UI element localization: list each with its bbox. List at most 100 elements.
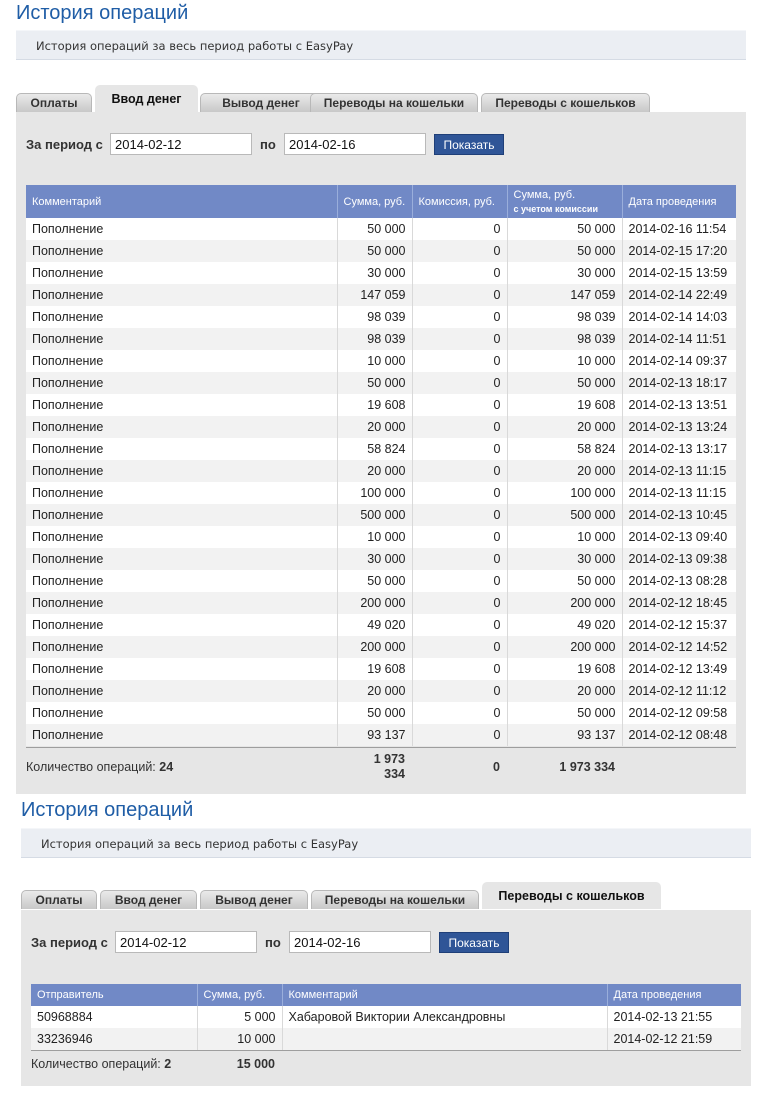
cell-commission: 0	[412, 570, 508, 592]
col-sender[interactable]: Отправитель	[31, 984, 198, 1006]
col-comment-2[interactable]: Комментарий	[282, 984, 608, 1006]
cell-amount-with-commission: 20 000	[507, 680, 623, 702]
table-row: Пополнение 20 000 0 20 000 2014-02-13 11:15	[26, 460, 736, 482]
cell-date: 2014-02-12 21:59	[607, 1028, 741, 1050]
col-amount-with-commission-label: Сумма, руб.	[513, 188, 576, 201]
cell-amount: 93 137	[337, 724, 413, 746]
cell-date: 2014-02-13 13:51	[622, 394, 736, 416]
cell-amount-with-commission: 10 000	[507, 526, 623, 548]
cell-date: 2014-02-12 09:58	[622, 702, 736, 724]
period-from-label-2: За период с	[31, 935, 108, 950]
col-comment[interactable]: Комментарий	[26, 185, 338, 218]
period-from-input[interactable]	[110, 133, 252, 155]
cell-comment: Пополнение	[26, 680, 338, 702]
tab-payments-2[interactable]: Оплаты	[21, 890, 97, 909]
cell-amount: 5 000	[197, 1006, 283, 1028]
table-header-2: Отправитель Сумма, руб. Комментарий Дата…	[31, 984, 741, 1006]
col-amount-2[interactable]: Сумма, руб.	[197, 984, 283, 1006]
operations-count: Количество операций: 24	[26, 760, 173, 774]
table-row: Пополнение 10 000 0 10 000 2014-02-14 09:37	[26, 350, 736, 372]
cell-amount-with-commission: 20 000	[507, 416, 623, 438]
table-row: Пополнение 30 000 0 30 000 2014-02-13 09:38	[26, 548, 736, 570]
total-amount-line1: 1 973	[373, 752, 405, 766]
table-row: Пополнение 50 000 0 50 000 2014-02-15 17:20	[26, 240, 736, 262]
cell-amount-with-commission: 50 000	[507, 702, 623, 724]
cell-amount-with-commission: 200 000	[507, 592, 623, 614]
cell-commission: 0	[412, 702, 508, 724]
tab-transfers-to-wallets[interactable]: Переводы на кошельки	[310, 93, 478, 112]
col-date[interactable]: Дата проведения	[622, 185, 736, 218]
tab-transfers-from-wallets-2[interactable]: Переводы с кошельков	[482, 882, 661, 909]
table-row: Пополнение 50 000 0 50 000 2014-02-12 09:58	[26, 702, 736, 724]
period-to-label: по	[260, 137, 276, 152]
cell-date: 2014-02-13 11:15	[622, 482, 736, 504]
cell-date: 2014-02-12 08:48	[622, 724, 736, 746]
tab-transfers-to-wallets-2[interactable]: Переводы на кошельки	[311, 890, 479, 909]
cell-commission: 0	[412, 328, 508, 350]
period-to-input[interactable]	[284, 133, 426, 155]
cell-amount-with-commission: 98 039	[507, 328, 623, 350]
cell-amount: 10 000	[337, 526, 413, 548]
cell-amount: 50 000	[337, 240, 413, 262]
cell-date: 2014-02-13 09:40	[622, 526, 736, 548]
cell-comment: Пополнение	[26, 702, 338, 724]
cell-commission: 0	[412, 306, 508, 328]
page-subtitle-2: История операций за весь период работы с…	[21, 828, 751, 858]
cell-amount: 500 000	[337, 504, 413, 526]
cell-amount: 10 000	[337, 350, 413, 372]
cell-sender: 50968884	[31, 1006, 198, 1028]
cell-date: 2014-02-13 10:45	[622, 504, 736, 526]
cell-date: 2014-02-12 13:49	[622, 658, 736, 680]
table-row: Пополнение 100 000 0 100 000 2014-02-13 11:1…	[26, 482, 736, 504]
cell-commission: 0	[412, 438, 508, 460]
cell-commission: 0	[412, 240, 508, 262]
show-button[interactable]: Показать	[434, 134, 504, 155]
col-commission[interactable]: Комиссия, руб.	[412, 185, 508, 218]
tab-withdrawals-2[interactable]: Вывод денег	[200, 890, 308, 909]
cell-amount: 100 000	[337, 482, 413, 504]
table-row: Пополнение 50 000 0 50 000 2014-02-13 18:17	[26, 372, 736, 394]
cell-amount: 19 608	[337, 394, 413, 416]
tab-transfers-from-wallets[interactable]: Переводы с кошельков	[481, 93, 650, 112]
cell-amount-with-commission: 19 608	[507, 658, 623, 680]
period-to-label-2: по	[265, 935, 281, 950]
cell-commission: 0	[412, 460, 508, 482]
cell-date: 2014-02-12 15:37	[622, 614, 736, 636]
cell-date: 2014-02-12 11:12	[622, 680, 736, 702]
period-to-input-2[interactable]	[289, 931, 431, 953]
cell-date: 2014-02-16 11:54	[622, 218, 736, 240]
tab-payments[interactable]: Оплаты	[16, 93, 92, 112]
cell-comment: Пополнение	[26, 306, 338, 328]
tab-withdrawals[interactable]: Вывод денег	[200, 93, 322, 112]
cell-amount: 200 000	[337, 636, 413, 658]
cell-date: 2014-02-12 14:52	[622, 636, 736, 658]
cell-comment: Пополнение	[26, 328, 338, 350]
col-amount-with-commission-sub: с учетом комиссии	[513, 203, 598, 214]
cell-amount: 20 000	[337, 680, 413, 702]
table-row: Пополнение 98 039 0 98 039 2014-02-14 11:51	[26, 328, 736, 350]
period-from-input-2[interactable]	[115, 931, 257, 953]
operations-count-2: Количество операций: 2	[31, 1057, 171, 1071]
cell-amount: 20 000	[337, 416, 413, 438]
col-amount[interactable]: Сумма, руб.	[337, 185, 413, 218]
cell-commission: 0	[412, 724, 508, 746]
cell-commission: 0	[412, 658, 508, 680]
cell-commission: 0	[412, 262, 508, 284]
table-header: Комментарий Сумма, руб. Комиссия, руб. С…	[26, 185, 736, 218]
table-row: Пополнение 50 000 0 50 000 2014-02-16 11:54	[26, 218, 736, 240]
cell-amount-with-commission: 19 608	[507, 394, 623, 416]
cell-comment: Хабаровой Виктории Александровны	[282, 1006, 608, 1028]
tab-deposits-2[interactable]: Ввод денег	[100, 890, 197, 909]
cell-comment: Пополнение	[26, 372, 338, 394]
cell-comment: Пополнение	[26, 548, 338, 570]
cell-date: 2014-02-13 21:55	[607, 1006, 741, 1028]
cell-amount-with-commission: 147 059	[507, 284, 623, 306]
col-amount-with-commission[interactable]: Сумма, руб. с учетом комиссии	[507, 185, 623, 218]
cell-commission: 0	[412, 416, 508, 438]
tab-deposits[interactable]: Ввод денег	[95, 85, 198, 112]
cell-comment: Пополнение	[26, 394, 338, 416]
show-button-2[interactable]: Показать	[439, 932, 509, 953]
cell-sender: 33236946	[31, 1028, 198, 1050]
col-date-2[interactable]: Дата проведения	[607, 984, 741, 1006]
total-commission: 0	[493, 760, 500, 774]
